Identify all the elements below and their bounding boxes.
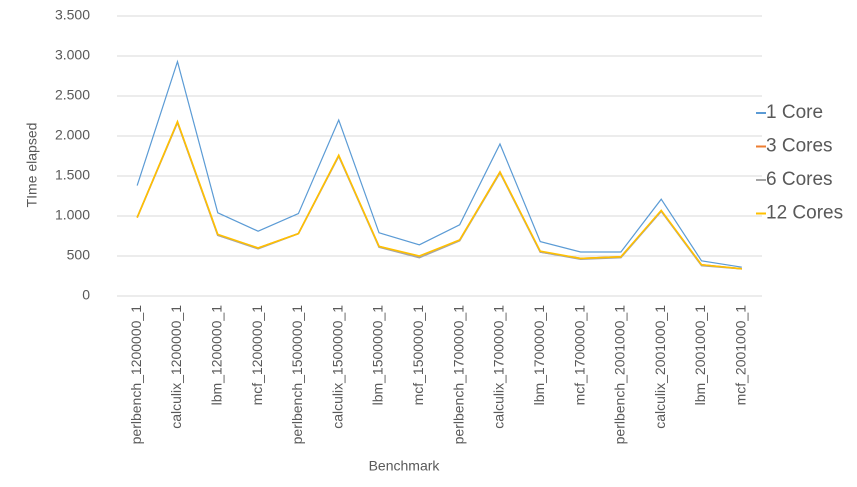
y-tick-label: 3.500 (55, 7, 90, 23)
series-line (136, 120, 742, 270)
y-tick-label: 1.500 (55, 167, 90, 183)
y-axis-title: TIme elapsed (24, 123, 40, 208)
legend-label: 12 Cores (766, 203, 843, 224)
x-tick-label: mcf_1200000_1 (249, 305, 265, 406)
y-tick-label: 2.000 (55, 127, 90, 143)
x-tick-label: lbm_1500000_1 (370, 305, 386, 406)
x-axis-title: Benchmark (369, 458, 441, 474)
x-tick-label: calculix_1200000_1 (168, 305, 184, 429)
x-tick-label: calculix_1700000_1 (491, 305, 507, 429)
series-line (136, 59, 742, 268)
x-tick-label: perlbench_1200000_1 (128, 305, 144, 445)
series-line (136, 119, 742, 270)
y-tick-label: 1.000 (55, 207, 90, 223)
y-tick-label: 500 (67, 247, 91, 263)
x-tick-label: mcf_1500000_1 (410, 305, 426, 406)
series-line (136, 120, 742, 270)
x-tick-label: calculix_1500000_1 (329, 305, 345, 429)
x-tick-label: lbm_1200000_1 (208, 305, 224, 406)
y-tick-label: 3.000 (55, 47, 90, 63)
x-tick-label: calculix_2001000_1 (652, 305, 668, 429)
x-tick-label: perlbench_1500000_1 (289, 305, 305, 445)
x-tick-label: lbm_2001000_1 (692, 305, 708, 406)
y-tick-label: 0 (82, 287, 90, 303)
legend-label: 6 Cores (766, 169, 833, 190)
x-tick-label: mcf_1700000_1 (571, 305, 587, 406)
legend-label: 1 Core (766, 102, 823, 123)
y-tick-label: 2.500 (55, 87, 90, 103)
x-tick-label: lbm_1700000_1 (531, 305, 547, 406)
x-tick-label: perlbench_1700000_1 (450, 305, 466, 445)
x-tick-label: mcf_2001000_1 (733, 305, 749, 406)
x-tick-label: perlbench_2001000_1 (612, 305, 628, 445)
legend-label: 3 Cores (766, 136, 833, 157)
